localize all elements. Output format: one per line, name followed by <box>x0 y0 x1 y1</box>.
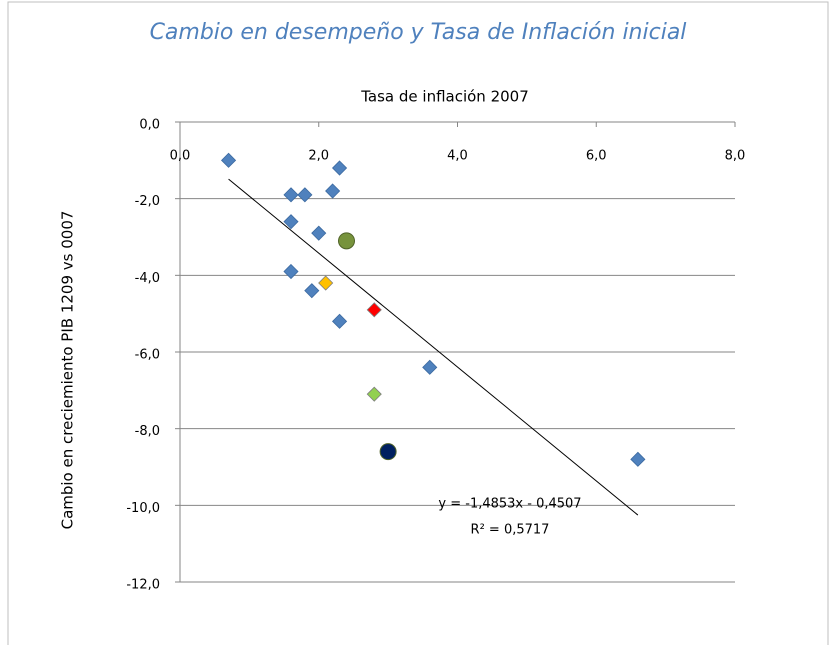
point <box>338 232 355 250</box>
trendline <box>228 178 639 516</box>
point <box>366 386 382 402</box>
x-tick-label: 0,0 <box>170 149 191 164</box>
point <box>318 275 334 291</box>
y-tick-label: 0,0 <box>139 118 160 133</box>
point <box>283 214 299 230</box>
point <box>283 263 299 280</box>
y-tick-label: -6,0 <box>135 348 160 363</box>
point <box>297 187 313 203</box>
point <box>366 302 382 318</box>
point <box>325 183 341 199</box>
point <box>331 313 348 329</box>
x-tick-label: 6,0 <box>586 149 607 164</box>
y-tick-label: -8,0 <box>135 424 160 439</box>
point <box>304 283 320 299</box>
point <box>630 451 646 467</box>
point <box>311 225 327 241</box>
x-tick-label: 8,0 <box>725 149 746 164</box>
y-tick-label: -4,0 <box>135 271 160 286</box>
chart-frame <box>7 1 829 649</box>
trendline-equation: y = -1,4853x - 0,4507 <box>438 497 581 512</box>
point <box>283 187 299 203</box>
point <box>220 152 237 168</box>
x-tick-label: 4,0 <box>447 149 468 164</box>
chart-title: Cambio en desempeño y Tasa de Inflación … <box>150 20 687 45</box>
point <box>422 359 438 375</box>
point <box>379 443 397 461</box>
y-tick-label: -2,0 <box>135 194 160 209</box>
point <box>331 160 348 176</box>
y-axis-title: Cambio en creciemiento PIB 1209 vs 0007 <box>59 211 77 530</box>
x-tick-label: 2,0 <box>308 149 329 164</box>
y-tick-label: -10,0 <box>126 501 160 516</box>
trendline-r-squared: R² = 0,5717 <box>471 523 550 538</box>
y-tick-label: -12,0 <box>126 578 160 593</box>
x-axis-title: Tasa de inflación 2007 <box>360 88 529 106</box>
